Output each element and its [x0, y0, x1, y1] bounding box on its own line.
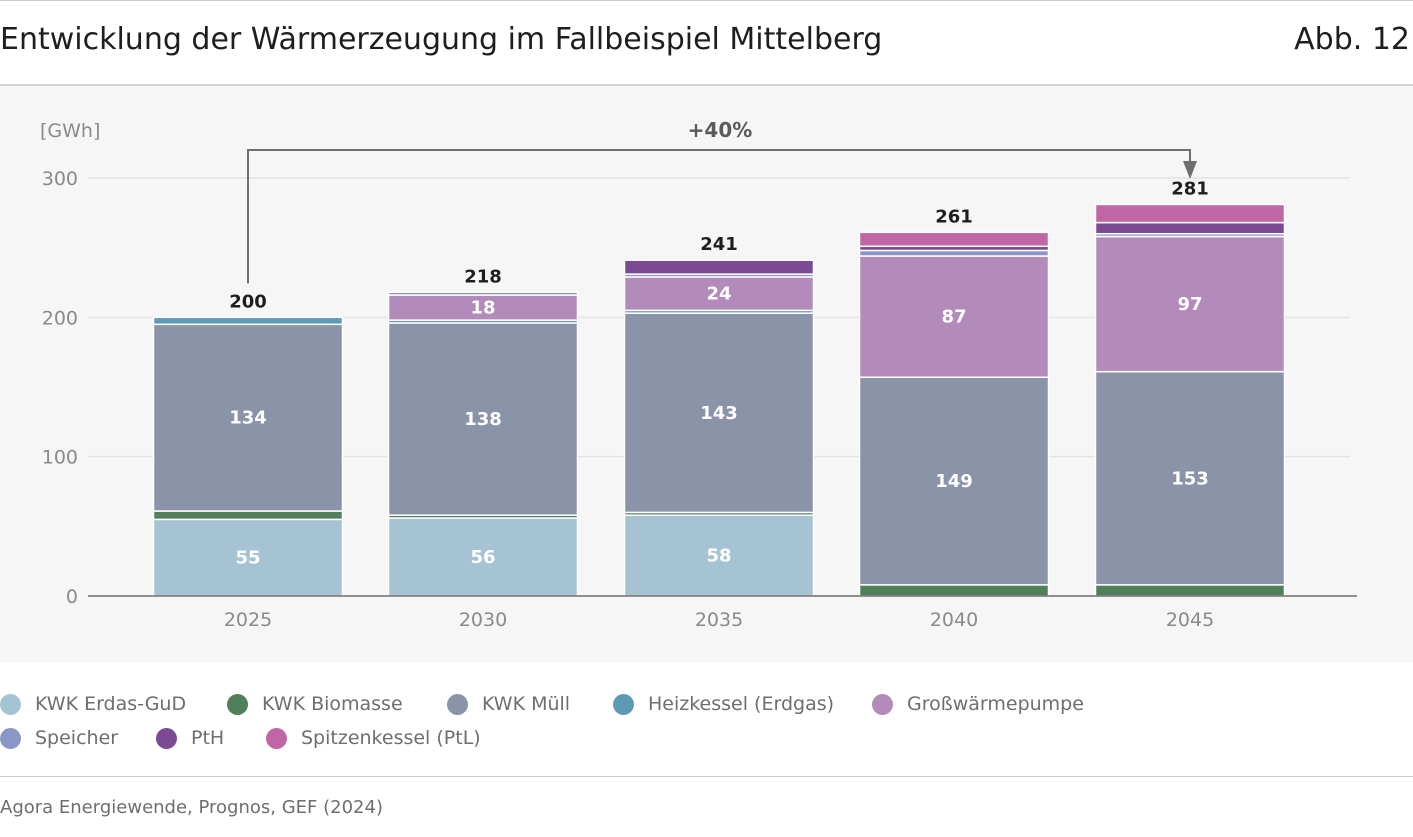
- footer-rule: [0, 776, 1413, 777]
- bar-segment-kwk-muell-2045: [1094, 370, 1286, 586]
- legend-item-speicher: Speicher: [0, 725, 118, 751]
- bar-segment-kwk-biomasse-2040: [858, 584, 1050, 597]
- legend-swatch-speicher: [0, 727, 21, 749]
- bar-segment-spitzenkessel-2045: [1094, 203, 1286, 224]
- x-tick-label: 2035: [695, 609, 743, 631]
- data-label: 55: [235, 548, 260, 569]
- legend-item-pth: PtH: [156, 725, 224, 751]
- legend-item-kwk-biomasse: KWK Biomasse: [227, 691, 403, 717]
- data-label: 138: [464, 409, 502, 430]
- total-label: 281: [1171, 178, 1209, 199]
- x-tick-label: 2045: [1166, 609, 1214, 631]
- legend-swatch-kwk-muell: [447, 693, 468, 715]
- bar-segment-grosswaermepumpe-2030: [387, 294, 579, 321]
- data-label: 143: [700, 403, 738, 424]
- legend-item-spitzenkessel: Spitzenkessel (PtL): [266, 725, 481, 751]
- y-axis-unit-label: [GWh]: [40, 120, 100, 142]
- growth-annotation-label: +40%: [688, 118, 753, 142]
- x-tick-label: 2030: [459, 609, 507, 631]
- data-label: 24: [706, 284, 731, 305]
- legend-label: KWK Biomasse: [262, 693, 403, 715]
- data-label: 18: [470, 298, 495, 319]
- bar-segment-spitzenkessel-2040: [858, 231, 1050, 248]
- total-label: 241: [700, 234, 738, 255]
- legend-swatch-kwk-biomasse: [227, 693, 248, 715]
- data-label: 149: [935, 471, 973, 492]
- legend-label: Heizkessel (Erdgas): [648, 693, 835, 715]
- chart-title: Entwicklung der Wärmerzeugung im Fallbei…: [0, 22, 883, 57]
- total-label: 200: [229, 291, 267, 312]
- total-label: 261: [935, 206, 973, 227]
- figure-header: Entwicklung der Wärmerzeugung im Fallbei…: [0, 22, 1413, 66]
- legend-item-kwk-muell: KWK Müll: [447, 691, 570, 717]
- legend-swatch-spitzenkessel: [266, 727, 287, 749]
- bar-segment-kwk-muell-2025: [152, 323, 344, 512]
- top-rule: [0, 0, 1413, 1]
- bar-segment-heizkessel-2025: [152, 316, 344, 326]
- legend-label: KWK Müll: [482, 693, 571, 715]
- bar-segment-pth-2045: [1094, 221, 1286, 235]
- growth-arrowhead: [1183, 161, 1197, 179]
- y-tick-label: 300: [42, 168, 78, 190]
- legend-label: Spitzenkessel (PtL): [301, 727, 481, 749]
- data-label: 87: [941, 307, 966, 328]
- figure-number: Abb. 12: [1294, 22, 1410, 57]
- legend-label: Großwärmepumpe: [907, 693, 1084, 715]
- legend-swatch-kwk-erdgas: [0, 693, 21, 715]
- stacked-bar-chart: [GWh] 0 100 200 300 55 56 58 134 138 143 149 153 18 24…: [40, 118, 1357, 631]
- total-label: 218: [464, 266, 502, 287]
- x-tick-label: 2040: [930, 609, 978, 631]
- chart-panel: [GWh] 0 100 200 300 55 56 58 134 138 143 149 153 18 24…: [0, 86, 1413, 662]
- y-tick-label: 0: [66, 586, 78, 608]
- legend-item-heizkessel: Heizkessel (Erdgas): [613, 691, 834, 717]
- data-label: 134: [229, 408, 267, 429]
- data-label: 153: [1171, 468, 1209, 489]
- legend-swatch-pth: [156, 727, 177, 749]
- bar-segment-grosswaermepumpe-2040: [858, 255, 1050, 378]
- growth-bracket: [247, 149, 1191, 284]
- bar-segment-kwk-biomasse-2025: [152, 510, 344, 521]
- legend-item-kwk-erdgas: KWK Erdas-GuD: [0, 691, 186, 717]
- bar-segment-grosswaermepumpe-2035: [623, 276, 815, 312]
- bar-segment-pth-2035: [623, 259, 815, 275]
- bar-segment-kwk-erdgas-2035: [623, 514, 815, 597]
- y-tick-label: 200: [42, 307, 78, 329]
- bar-segment-kwk-muell-2035: [623, 312, 815, 514]
- legend-swatch-grosswaermepumpe: [872, 693, 893, 715]
- data-label: 97: [1177, 294, 1202, 315]
- bar-segment-grosswaermepumpe-2045: [1094, 235, 1286, 373]
- bar-segment-kwk-erdgas-2025: [152, 518, 344, 597]
- legend-label: Speicher: [35, 727, 119, 749]
- legend-swatch-heizkessel: [613, 693, 634, 715]
- legend-item-grosswaermepumpe: Großwärmepumpe: [872, 691, 1084, 717]
- source-note: Agora Energiewende, Prognos, GEF (2024): [0, 797, 383, 818]
- y-tick-label: 100: [42, 447, 78, 469]
- data-label: 56: [470, 547, 495, 568]
- legend-label: KWK Erdas-GuD: [35, 693, 187, 715]
- bar-segment-kwk-muell-2040: [858, 376, 1050, 586]
- bar-segment-kwk-erdgas-2030: [387, 517, 579, 597]
- bar-segment-kwk-biomasse-2045: [1094, 584, 1286, 597]
- data-label: 58: [706, 546, 731, 567]
- bar-segment-speicher-2040: [858, 249, 1050, 257]
- legend-label: PtH: [191, 727, 225, 749]
- x-tick-label: 2025: [224, 609, 272, 631]
- bar-segment-kwk-muell-2030: [387, 322, 579, 516]
- bar-segment-speicher-2030: [387, 291, 579, 296]
- header-rule: [0, 84, 1413, 86]
